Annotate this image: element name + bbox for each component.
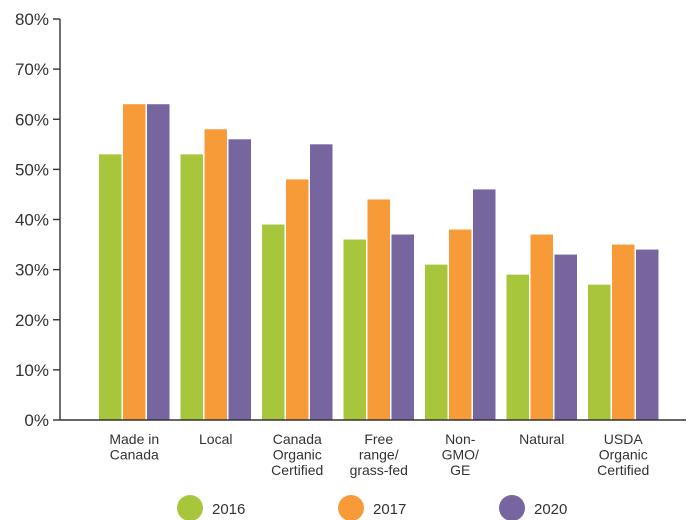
x-category-label-line: Made in	[109, 431, 159, 447]
bar-2017-1	[204, 129, 227, 420]
y-axis: 0% 10% 20% 30% 40% 50% 60% 70% 80%	[15, 10, 61, 430]
legend-label-2017: 2017	[373, 501, 406, 518]
bars	[99, 104, 659, 421]
bar-2017-2	[286, 179, 309, 420]
bar-2016-3	[343, 239, 366, 420]
x-category-label-line: Canada	[110, 447, 159, 463]
legend: 2016 2017 2020	[177, 495, 567, 520]
bar-2017-4	[449, 229, 472, 420]
x-category-label: USDA Organic Certified	[597, 431, 649, 478]
bar-2017-6	[612, 244, 635, 420]
legend-label-2016: 2016	[212, 501, 245, 518]
bar-2020-5	[554, 254, 577, 420]
bar-2020-6	[636, 249, 659, 420]
y-tick-label: 60%	[15, 110, 49, 129]
bar-2016-2	[262, 224, 285, 420]
y-tick-label: 80%	[15, 10, 49, 29]
bar-2017-3	[367, 199, 390, 420]
bar-2016-4	[425, 264, 448, 420]
bar-2020-2	[310, 144, 333, 420]
bar-2020-4	[473, 189, 496, 420]
bar-2020-0	[147, 104, 170, 421]
bar-2020-3	[391, 234, 414, 420]
x-category-label-line: Organic	[273, 447, 322, 463]
x-category-label-line: Free	[364, 431, 393, 447]
legend-swatch-2017	[338, 495, 364, 520]
x-category-label: Made in Canada	[109, 431, 159, 463]
x-category-label: Non-GMO/GE	[442, 431, 479, 478]
x-category-label-line: grass-fed	[350, 462, 408, 478]
x-category-label-line: Organic	[599, 447, 648, 463]
legend-label-2020: 2020	[534, 501, 567, 518]
bar-2016-1	[180, 154, 203, 420]
y-tick-label: 10%	[15, 361, 49, 380]
legend-swatch-2020	[499, 495, 525, 520]
x-category-label-line: USDA	[604, 431, 644, 447]
y-tick-label: 30%	[15, 261, 49, 280]
bar-2016-6	[588, 284, 611, 420]
x-category-label: Free range/grass-fed	[350, 431, 408, 478]
y-tick-label: 50%	[15, 160, 49, 179]
x-category-label-line: Certified	[271, 462, 323, 478]
x-category-label-line: GE	[450, 462, 470, 478]
bar-2016-5	[506, 274, 529, 420]
y-tick-label: 40%	[15, 211, 49, 230]
bar-2017-0	[123, 104, 146, 421]
x-category-label: Canada Organic Certified	[271, 431, 323, 478]
x-category-label-line: GMO/	[442, 447, 479, 463]
x-category-label-line: Natural	[519, 431, 564, 447]
y-tick-label: 0%	[24, 411, 49, 430]
x-category-label-line: Canada	[273, 431, 322, 447]
x-category-label: Natural	[519, 431, 564, 447]
bar-2016-0	[99, 154, 122, 420]
x-category-label-line: range/	[359, 447, 399, 463]
legend-swatch-2016	[177, 495, 203, 520]
x-category-label-line: Certified	[597, 462, 649, 478]
bar-2017-5	[530, 234, 553, 420]
y-tick-label: 70%	[15, 60, 49, 79]
x-category-label: Local	[199, 431, 232, 447]
x-category-label-line: Non-	[445, 431, 476, 447]
bar-2020-1	[228, 139, 251, 421]
y-tick-label: 20%	[15, 311, 49, 330]
x-category-label-line: Local	[199, 431, 232, 447]
